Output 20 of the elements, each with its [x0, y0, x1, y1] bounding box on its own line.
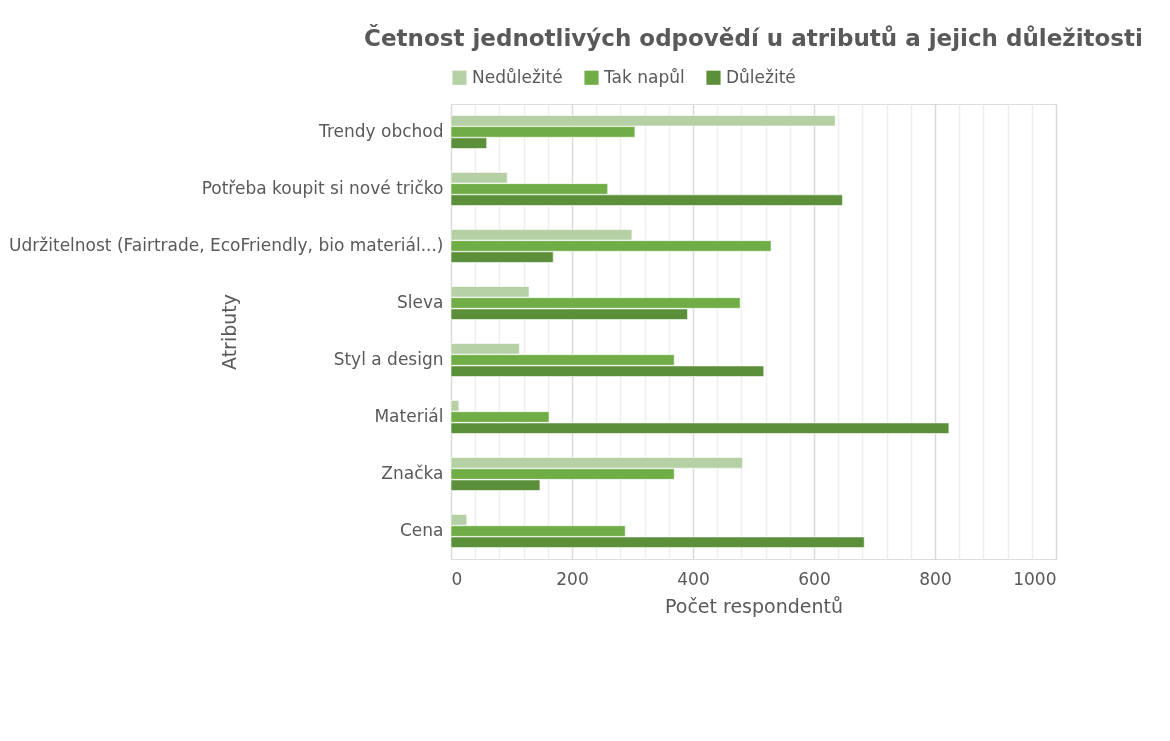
x-tick-label: 200 — [556, 568, 589, 589]
x-tick-label: 800 — [919, 568, 952, 589]
legend-label: Nedůležité — [472, 66, 563, 87]
x-tick-label: 600 — [798, 568, 831, 589]
y-tick-label: Udržitelnost (Fairtrade, EcoFriendly, bio materiál...) — [9, 234, 444, 255]
y-tick-label: Styl a design — [333, 349, 444, 370]
y-tick-label: Značka — [381, 463, 444, 484]
x-axis-title: Počet respondentů — [664, 594, 844, 617]
y-tick-label: Sleva — [397, 291, 444, 312]
x-tick-label: 0 — [451, 568, 463, 589]
chart-title: Četnost jednotlivých odpovědí u atributů a jejich důležitosti — [364, 24, 1143, 51]
y-tick-label: Materiál — [374, 406, 444, 427]
y-tick-label: Cena — [399, 520, 444, 541]
legend-label: Tak napůl — [603, 66, 685, 87]
x-tick-label: 400 — [677, 568, 710, 589]
y-axis-title: Atributy — [217, 294, 240, 370]
legend-label: Důležité — [726, 66, 796, 87]
y-tick-label: Trendy obchod — [318, 120, 444, 141]
y-tick-label: Potřeba koupit si nové tričko — [201, 177, 444, 198]
x-tick-label: 1000 — [1013, 568, 1057, 589]
